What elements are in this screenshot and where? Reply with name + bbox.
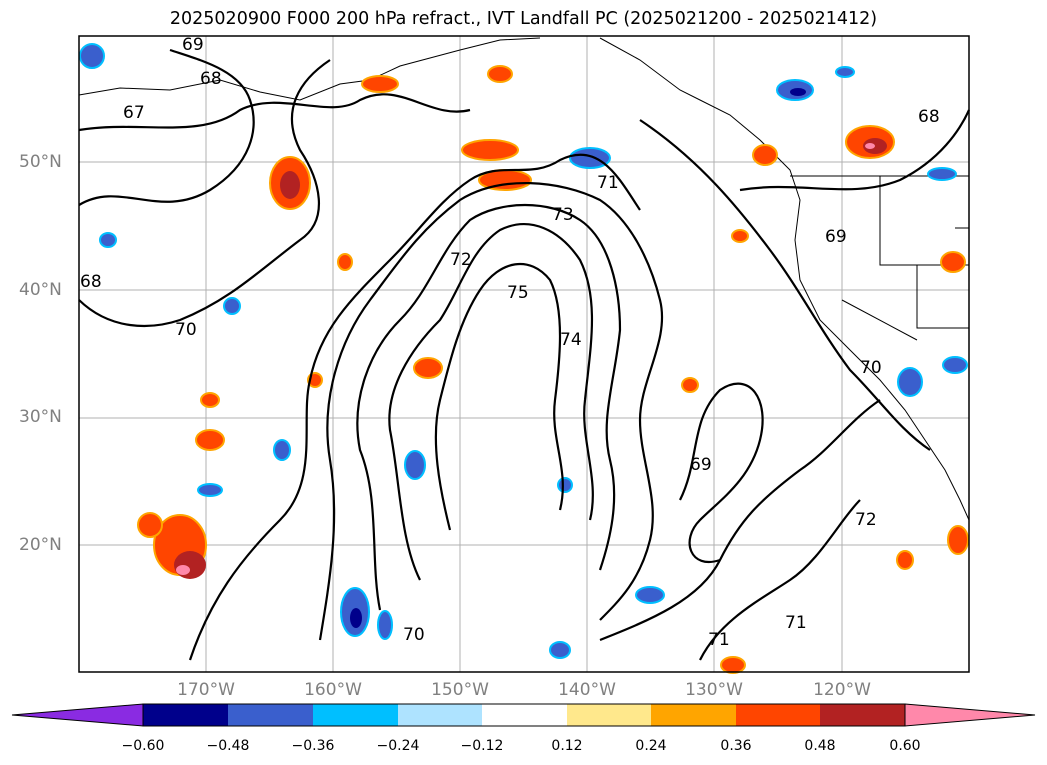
- gridlines: [79, 36, 969, 672]
- lon-label: 150°W: [431, 680, 489, 700]
- colorbar-tick-label: −0.60: [121, 738, 165, 754]
- colorbar: [11, 703, 1036, 727]
- contour-label: 70: [175, 320, 197, 340]
- contour-label: 70: [860, 358, 882, 378]
- lat-label: 40°N: [19, 280, 62, 300]
- colorbar-bin: [228, 704, 313, 726]
- lat-label: 30°N: [19, 407, 62, 427]
- colorbar-tick-label: 0.24: [635, 738, 667, 754]
- lon-label: 170°W: [177, 680, 235, 700]
- lon-label: 140°W: [558, 680, 616, 700]
- contour-label: 69: [825, 227, 847, 247]
- colorbar-extend-high: [904, 703, 1036, 727]
- map-title: 2025020900 F000 200 hPa refract., IVT La…: [169, 9, 878, 29]
- contour-label: 71: [597, 173, 619, 193]
- colorbar-bin: [736, 704, 820, 726]
- contour-label: 68: [80, 272, 102, 292]
- colorbar-tick-label: 0.60: [889, 738, 921, 754]
- colorbar-tick-label: −0.24: [376, 738, 420, 754]
- contour-label: 68: [918, 107, 940, 127]
- colorbar-extend-low: [11, 703, 144, 727]
- colorbar-bin: [820, 704, 905, 726]
- contour-label: 67: [123, 103, 145, 123]
- colorbar-bin: [567, 704, 651, 726]
- lon-label: 120°W: [813, 680, 871, 700]
- colorbar-bin: [143, 704, 228, 726]
- colorbar-bin: [482, 704, 567, 726]
- colorbar-tick-label: 0.48: [804, 738, 836, 754]
- map-frame: [78, 35, 970, 673]
- colorbar-tick-label: −0.48: [206, 738, 250, 754]
- contour-label: 75: [507, 283, 529, 303]
- colorbar-tick-label: −0.12: [460, 738, 504, 754]
- contour-label: 71: [785, 613, 807, 633]
- contour-lines: [78, 48, 971, 661]
- colorbar-bin: [651, 704, 736, 726]
- lat-label: 50°N: [19, 152, 62, 172]
- map-background: [79, 36, 969, 672]
- colorbar-tick-label: −0.36: [291, 738, 335, 754]
- colorbar-bin: [398, 704, 482, 726]
- contour-label: 70: [403, 625, 425, 645]
- contour-label-group: 69 68 67 68 70 72 73 75 74 71 69 70 68 6…: [80, 35, 940, 650]
- colorbar-outline: [142, 703, 906, 727]
- coastlines: [78, 37, 970, 521]
- contour-label: 73: [552, 205, 574, 225]
- contour-label: 72: [855, 510, 877, 530]
- colorbar-tick-label: 0.36: [720, 738, 752, 754]
- contour-label: 68: [200, 69, 222, 89]
- lon-label: 130°W: [685, 680, 743, 700]
- lon-label: 160°W: [304, 680, 362, 700]
- contour-label: 69: [182, 35, 204, 55]
- contour-label: 69: [690, 455, 712, 475]
- colorbar-bin: [313, 704, 398, 726]
- contour-label: 71: [708, 630, 730, 650]
- colorbar-tick-label: 0.12: [551, 738, 583, 754]
- lat-label: 20°N: [19, 535, 62, 555]
- filled-anomalies: [79, 43, 969, 674]
- contour-label: 72: [450, 250, 472, 270]
- contour-label: 74: [560, 330, 582, 350]
